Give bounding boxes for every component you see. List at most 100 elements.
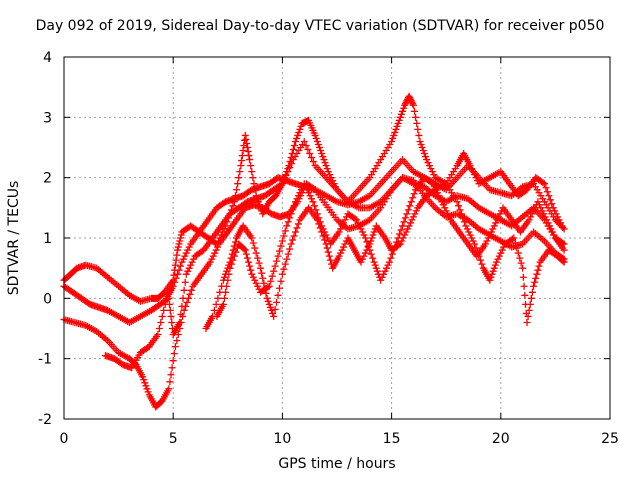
data-point <box>471 240 479 248</box>
data-point <box>277 277 285 285</box>
data-point <box>290 202 298 210</box>
data-point <box>220 225 228 233</box>
data-point <box>489 267 497 275</box>
data-point <box>250 180 258 188</box>
data-point <box>338 222 346 230</box>
data-point <box>462 222 470 230</box>
data-point <box>289 146 297 154</box>
data-point <box>560 240 568 248</box>
data-point <box>143 385 151 393</box>
data-point <box>356 222 364 230</box>
data-point <box>367 237 375 245</box>
data-point <box>444 210 452 218</box>
data-point <box>242 135 250 143</box>
data-point <box>550 231 558 239</box>
data-point <box>208 255 216 263</box>
data-point <box>340 219 348 227</box>
y-tick-label: -1 <box>38 352 52 368</box>
data-point <box>383 264 391 272</box>
data-point <box>442 207 450 215</box>
data-point <box>546 196 554 204</box>
data-point <box>527 294 535 302</box>
data-point <box>469 237 477 245</box>
data-point <box>170 350 178 358</box>
data-point <box>293 134 301 142</box>
data-point <box>487 273 495 281</box>
data-point <box>489 225 497 233</box>
data-point <box>360 252 368 260</box>
data-point <box>289 236 297 244</box>
data-point <box>415 131 423 139</box>
data-point <box>369 254 377 262</box>
data-point <box>559 239 567 247</box>
data-point <box>521 291 529 299</box>
data-point <box>252 249 260 257</box>
data-point <box>482 240 490 248</box>
x-tick-label: 20 <box>492 431 510 447</box>
data-point <box>167 371 175 379</box>
data-point <box>176 262 184 270</box>
data-point <box>404 206 412 214</box>
data-point <box>279 177 287 185</box>
data-point <box>351 215 359 223</box>
data-point <box>367 250 375 258</box>
data-point <box>357 225 365 233</box>
data-point <box>396 240 404 248</box>
data-point <box>400 104 408 112</box>
data-point <box>294 192 302 200</box>
data-point <box>393 122 401 130</box>
data-point <box>408 98 416 106</box>
data-point <box>280 232 288 240</box>
data-point <box>405 222 413 230</box>
data-point <box>325 252 333 260</box>
data-point <box>255 201 263 209</box>
data-point <box>249 174 257 182</box>
data-point <box>535 201 543 209</box>
data-point <box>160 306 168 314</box>
data-point <box>531 278 539 286</box>
data-point <box>324 234 332 242</box>
data-point <box>370 228 378 236</box>
data-point <box>538 207 546 215</box>
data-point <box>313 137 321 145</box>
data-point <box>392 125 400 133</box>
data-point <box>330 180 338 188</box>
data-point <box>245 258 253 266</box>
data-point <box>429 180 437 188</box>
data-point <box>174 243 182 251</box>
data-point <box>274 291 282 299</box>
data-point <box>226 264 234 272</box>
y-tick-label: 4 <box>43 50 52 66</box>
data-point <box>320 156 328 164</box>
data-point <box>405 92 413 100</box>
data-point <box>214 243 222 251</box>
data-point <box>490 264 498 272</box>
data-point <box>534 198 542 206</box>
data-point <box>308 195 316 203</box>
data-point <box>535 262 543 270</box>
data-point <box>431 183 439 191</box>
data-point <box>285 162 293 170</box>
data-point <box>247 266 255 274</box>
data-point <box>527 213 535 221</box>
data-point <box>353 216 361 224</box>
data-point <box>227 260 235 268</box>
data-point <box>171 261 179 269</box>
data-point <box>214 237 222 245</box>
data-point <box>438 198 446 206</box>
data-point <box>185 264 193 272</box>
data-point <box>316 218 324 226</box>
x-tick-label: 0 <box>60 431 69 447</box>
data-point <box>388 250 396 258</box>
data-point <box>274 252 282 260</box>
data-point <box>277 242 285 250</box>
data-point <box>476 256 484 264</box>
data-point <box>401 101 409 109</box>
data-point <box>294 220 302 228</box>
data-point <box>158 312 166 320</box>
data-point <box>300 180 308 188</box>
data-point <box>427 165 435 173</box>
data-point <box>425 162 433 170</box>
data-point <box>327 174 335 182</box>
data-point <box>497 249 505 257</box>
